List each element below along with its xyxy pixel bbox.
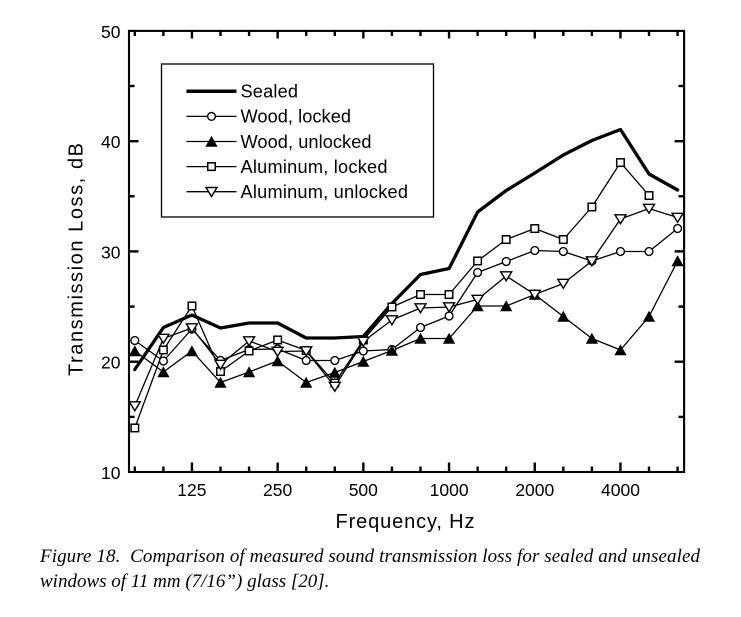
svg-text:4000: 4000 [601,480,640,500]
svg-text:500: 500 [349,480,378,500]
svg-text:Wood, unlocked: Wood, unlocked [241,132,372,152]
svg-text:windows of 11 mm (7/16”) glass: windows of 11 mm (7/16”) glass [20]. [40,571,329,592]
svg-text:Aluminum, unlocked: Aluminum, unlocked [241,182,409,202]
svg-text:Frequency, Hz: Frequency, Hz [336,511,475,533]
svg-text:Wood, locked: Wood, locked [241,107,352,127]
svg-text:40: 40 [101,132,121,152]
svg-text:2000: 2000 [515,480,554,500]
svg-text:250: 250 [263,480,292,500]
svg-text:1000: 1000 [430,480,469,500]
svg-text:125: 125 [177,480,206,500]
svg-text:50: 50 [101,22,121,42]
svg-text:Figure 18. Comparison of meas: Figure 18. Comparison of measured sound … [39,546,701,567]
svg-text:Aluminum, locked: Aluminum, locked [241,157,388,177]
svg-text:10: 10 [101,463,121,483]
svg-text:20: 20 [101,353,121,373]
svg-text:30: 30 [101,242,121,262]
svg-text:Sealed: Sealed [241,82,299,102]
svg-text:Transmission Loss, dB: Transmission Loss, dB [66,143,88,376]
